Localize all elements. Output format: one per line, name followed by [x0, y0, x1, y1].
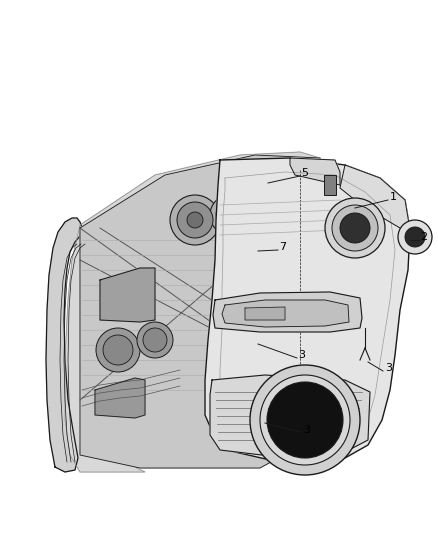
Polygon shape	[100, 268, 155, 322]
Circle shape	[260, 375, 350, 465]
Polygon shape	[80, 155, 320, 468]
Text: 3: 3	[299, 350, 305, 360]
Circle shape	[103, 335, 133, 365]
Circle shape	[405, 227, 425, 247]
Circle shape	[210, 195, 250, 235]
Circle shape	[267, 382, 343, 458]
Circle shape	[143, 328, 167, 352]
Polygon shape	[46, 218, 82, 472]
Text: 7: 7	[279, 242, 286, 252]
Circle shape	[398, 220, 432, 254]
Bar	[324, 175, 336, 195]
Circle shape	[96, 328, 140, 372]
Circle shape	[137, 322, 173, 358]
Circle shape	[325, 198, 385, 258]
Polygon shape	[65, 152, 320, 472]
Circle shape	[187, 212, 203, 228]
Polygon shape	[205, 158, 410, 462]
Circle shape	[170, 195, 220, 245]
Polygon shape	[95, 378, 145, 418]
Polygon shape	[222, 300, 349, 327]
Text: 3: 3	[304, 425, 311, 435]
Polygon shape	[213, 292, 362, 332]
Circle shape	[177, 202, 213, 238]
Polygon shape	[210, 375, 370, 456]
Polygon shape	[290, 158, 340, 185]
Circle shape	[332, 205, 378, 251]
Circle shape	[340, 213, 370, 243]
Polygon shape	[245, 307, 285, 320]
Polygon shape	[340, 165, 410, 230]
Text: 5: 5	[301, 168, 308, 178]
Circle shape	[216, 201, 244, 229]
Text: 1: 1	[389, 192, 396, 202]
Text: 2: 2	[420, 232, 427, 242]
Circle shape	[250, 365, 360, 475]
Text: 3: 3	[385, 363, 392, 373]
